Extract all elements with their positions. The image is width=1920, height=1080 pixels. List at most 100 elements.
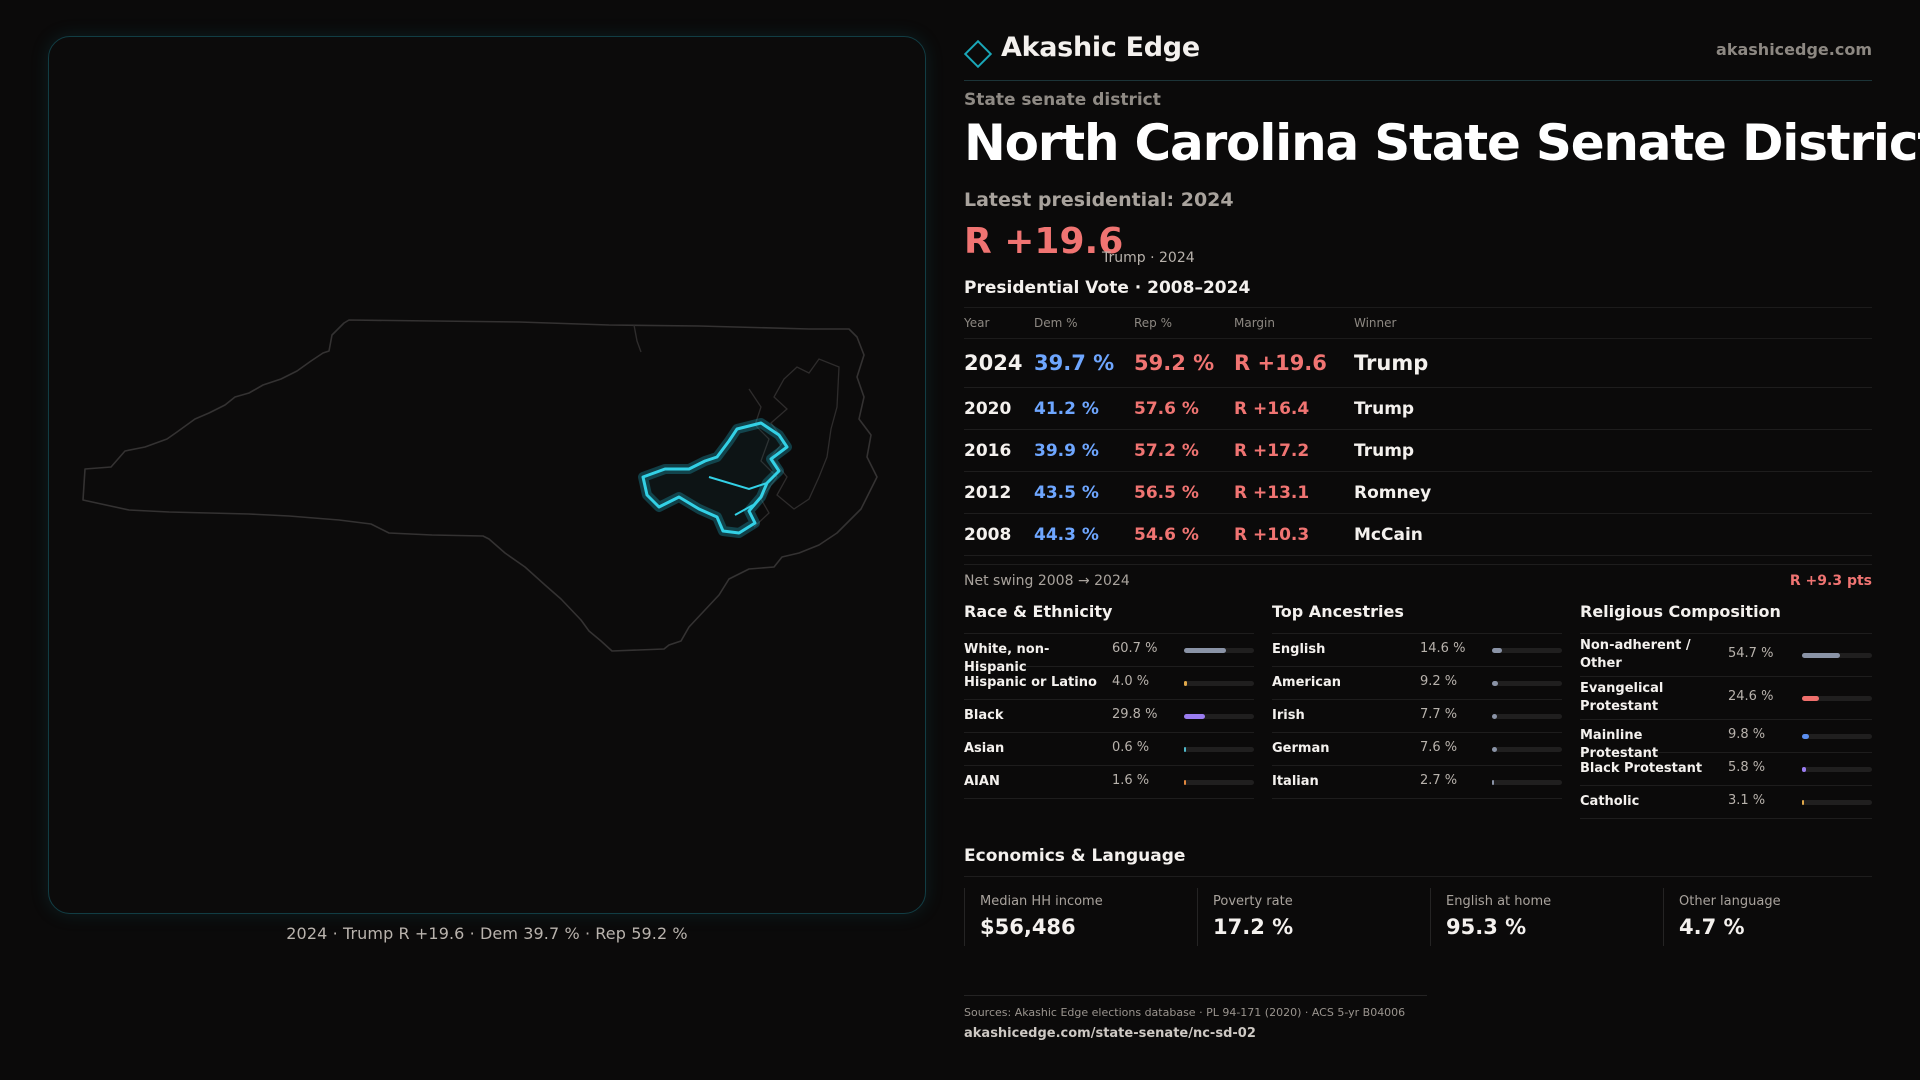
demo-row-label: Non-adherent / Other (1580, 638, 1691, 671)
col-header-winner: Winner (1354, 307, 1872, 339)
demo-row-percent: 54.7 % (1728, 646, 1774, 661)
demo-row-percent: 14.6 % (1420, 641, 1466, 656)
race-ethnicity-title: Race & Ethnicity (964, 602, 1254, 634)
demo-bar-track (1184, 648, 1254, 653)
county-line-north (633, 324, 642, 353)
econ-card-label: English at home (1446, 894, 1552, 909)
brand-name[interactable]: Akashic Edge (1001, 32, 1200, 63)
demo-bar-track (1492, 747, 1562, 752)
economics-title: Economics & Language (964, 846, 1872, 877)
row-rep: 54.6 % (1134, 513, 1234, 556)
demo-bar-track (1492, 681, 1562, 686)
econ-card-value: 17.2 % (1213, 915, 1294, 939)
demo-row[interactable]: American 9.2 % (1272, 667, 1562, 700)
row-winner: Trump (1354, 387, 1872, 430)
row-margin: R +19.6 (1234, 338, 1354, 388)
religion-rows: Non-adherent / Other 54.7 % Evangelical Pr… (1580, 634, 1872, 819)
demo-row-label: American (1272, 675, 1342, 690)
brand-url[interactable]: akashicedge.com (1716, 40, 1872, 59)
demo-bar-track (1492, 648, 1562, 653)
demo-row-label: Mainline Protestant (1580, 728, 1659, 761)
row-dem: 44.3 % (1034, 513, 1134, 556)
econ-card-other-language: Other language 4.7 % (1663, 888, 1874, 946)
col-header-margin: Margin (1234, 307, 1354, 339)
demo-bar-track (1492, 714, 1562, 719)
demo-row[interactable]: Black 29.8 % (964, 700, 1254, 733)
demo-row[interactable]: Irish 7.7 % (1272, 700, 1562, 733)
district-map[interactable] (48, 36, 926, 914)
demo-row-label: Hispanic or Latino (964, 675, 1097, 690)
table-row[interactable]: 2024 39.7 % 59.2 % R +19.6 Trump (964, 338, 1872, 388)
demo-row[interactable]: Italian 2.7 % (1272, 766, 1562, 799)
demo-bar-track (1802, 800, 1872, 805)
row-rep: 59.2 % (1134, 338, 1234, 388)
demo-row-percent: 60.7 % (1112, 641, 1158, 656)
row-winner: Trump (1354, 338, 1872, 388)
demo-bar-track (1802, 696, 1872, 701)
row-rep: 56.5 % (1134, 471, 1234, 514)
row-margin: R +10.3 (1234, 513, 1354, 556)
row-year: 2024 (964, 338, 1034, 388)
row-rep: 57.6 % (1134, 387, 1234, 430)
demo-bar-fill (1802, 767, 1807, 772)
row-margin: R +16.4 (1234, 387, 1354, 430)
table-row[interactable]: 2016 39.9 % 57.2 % R +17.2 Trump (964, 429, 1872, 472)
demo-row[interactable]: Hispanic or Latino 4.0 % (964, 667, 1254, 700)
north-carolina-map (82, 319, 878, 652)
demo-bar-fill (1184, 714, 1205, 719)
demo-row-label: Black Protestant (1580, 761, 1703, 776)
demo-bar-fill (1184, 780, 1186, 785)
demo-bar-fill (1184, 747, 1186, 752)
demo-row-label: Evangelical Protestant (1580, 681, 1664, 714)
state-outline (82, 319, 878, 652)
demo-row[interactable]: Black Protestant 5.8 % (1580, 753, 1872, 786)
table-row[interactable]: 2012 43.5 % 56.5 % R +13.1 Romney (964, 471, 1872, 514)
demo-row[interactable]: Asian 0.6 % (964, 733, 1254, 766)
religion-block: Religious Composition Non-adherent / Oth… (1580, 602, 1872, 819)
demo-row[interactable]: English 14.6 % (1272, 634, 1562, 667)
latest-presidential-label: Latest presidential: 2024 (964, 189, 1234, 211)
net-swing: Net swing 2008 → 2024 R +9.3 pts (964, 564, 1872, 589)
demo-row-percent: 29.8 % (1112, 707, 1158, 722)
demo-row[interactable]: Evangelical Protestant 24.6 % (1580, 677, 1872, 720)
demo-bar-track (1802, 653, 1872, 658)
demo-bar-track (1802, 734, 1872, 739)
economics-cards: Median HH income $56,486 Poverty rate 17… (964, 888, 1872, 948)
demo-row-percent: 5.8 % (1728, 760, 1766, 775)
latest-margin: R +19.6 (964, 221, 1124, 262)
demo-row-label: AIAN (964, 774, 1000, 789)
row-margin: R +13.1 (1234, 471, 1354, 514)
demo-row[interactable]: White, non-Hispanic 60.7 % (964, 634, 1254, 675)
ancestry-rows: English 14.6 % American 9.2 % Irish 7.7 % Germ… (1272, 634, 1562, 799)
econ-card-poverty: Poverty rate 17.2 % (1197, 888, 1408, 946)
demo-row[interactable]: German 7.6 % (1272, 733, 1562, 766)
row-winner: Trump (1354, 429, 1872, 472)
row-year: 2012 (964, 471, 1034, 514)
demo-row[interactable]: Mainline Protestant 9.8 % (1580, 720, 1872, 761)
demo-row-percent: 0.6 % (1112, 740, 1150, 755)
econ-card-value: $56,486 (980, 915, 1076, 939)
row-year: 2016 (964, 429, 1034, 472)
demo-row-percent: 1.6 % (1112, 773, 1150, 788)
ancestry-block: Top Ancestries English 14.6 % American 9.2 … (1272, 602, 1562, 799)
demo-bar-fill (1492, 681, 1499, 686)
demo-row-percent: 24.6 % (1728, 689, 1774, 704)
econ-card-label: Poverty rate (1213, 894, 1293, 909)
table-row[interactable]: 2020 41.2 % 57.6 % R +16.4 Trump (964, 387, 1872, 430)
demo-row-percent: 2.7 % (1420, 773, 1458, 788)
demo-bar-fill (1492, 747, 1498, 752)
table-row[interactable]: 2008 44.3 % 54.6 % R +10.3 McCain (964, 513, 1872, 556)
demo-row[interactable]: Catholic 3.1 % (1580, 786, 1872, 819)
demo-row-percent: 3.1 % (1728, 793, 1766, 808)
demo-row[interactable]: Non-adherent / Other 54.7 % (1580, 634, 1872, 677)
demo-bar-fill (1802, 696, 1820, 701)
religion-title: Religious Composition (1580, 602, 1872, 634)
demo-row-label: Asian (964, 741, 1005, 756)
source-url-link[interactable]: akashicedge.com/state-senate/nc-sd-02 (964, 1026, 1256, 1041)
demo-row-label: Black (964, 708, 1004, 723)
ancestry-title: Top Ancestries (1272, 602, 1562, 634)
demo-bar-track (1802, 767, 1872, 772)
demo-row[interactable]: AIAN 1.6 % (964, 766, 1254, 799)
econ-card-income: Median HH income $56,486 (964, 888, 1175, 946)
row-winner: McCain (1354, 513, 1872, 556)
